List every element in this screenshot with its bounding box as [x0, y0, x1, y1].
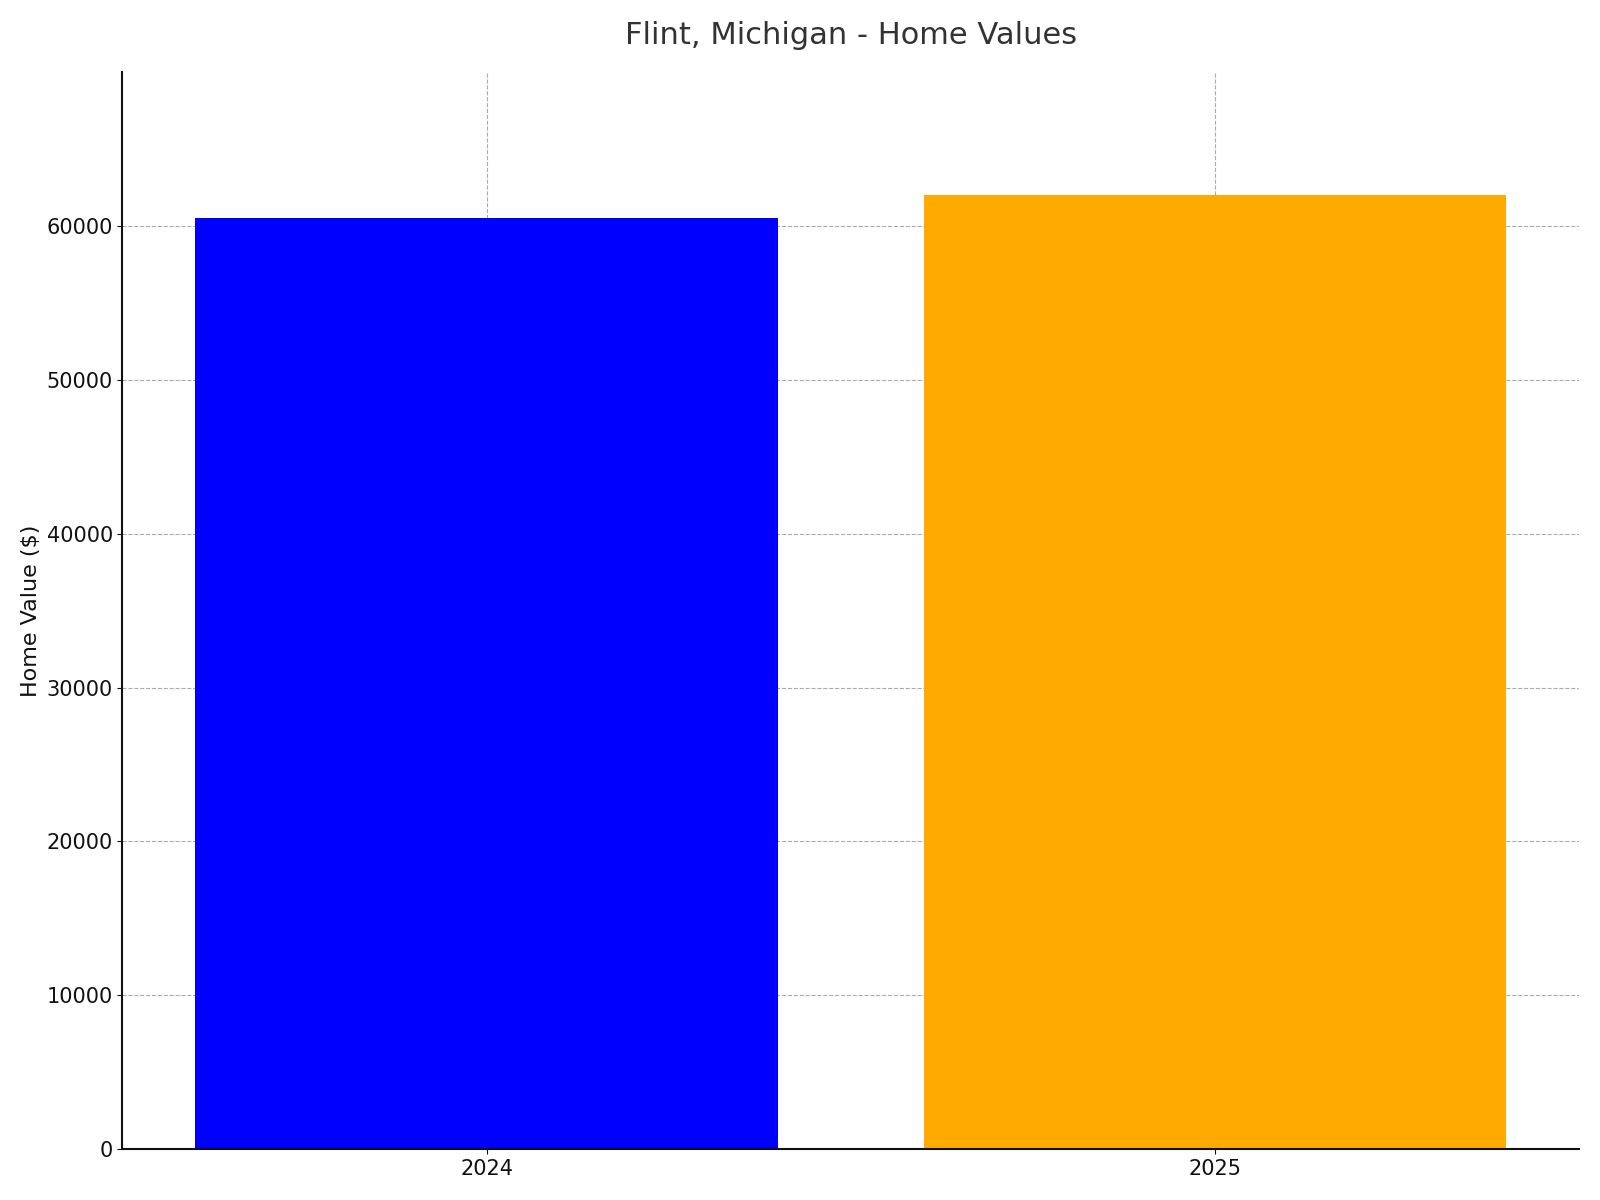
Title: Flint, Michigan - Home Values: Flint, Michigan - Home Values [624, 20, 1077, 50]
Bar [923, 194, 1506, 1150]
Bar [195, 218, 778, 1150]
Y-axis label: Home Value ($): Home Value ($) [21, 524, 42, 697]
